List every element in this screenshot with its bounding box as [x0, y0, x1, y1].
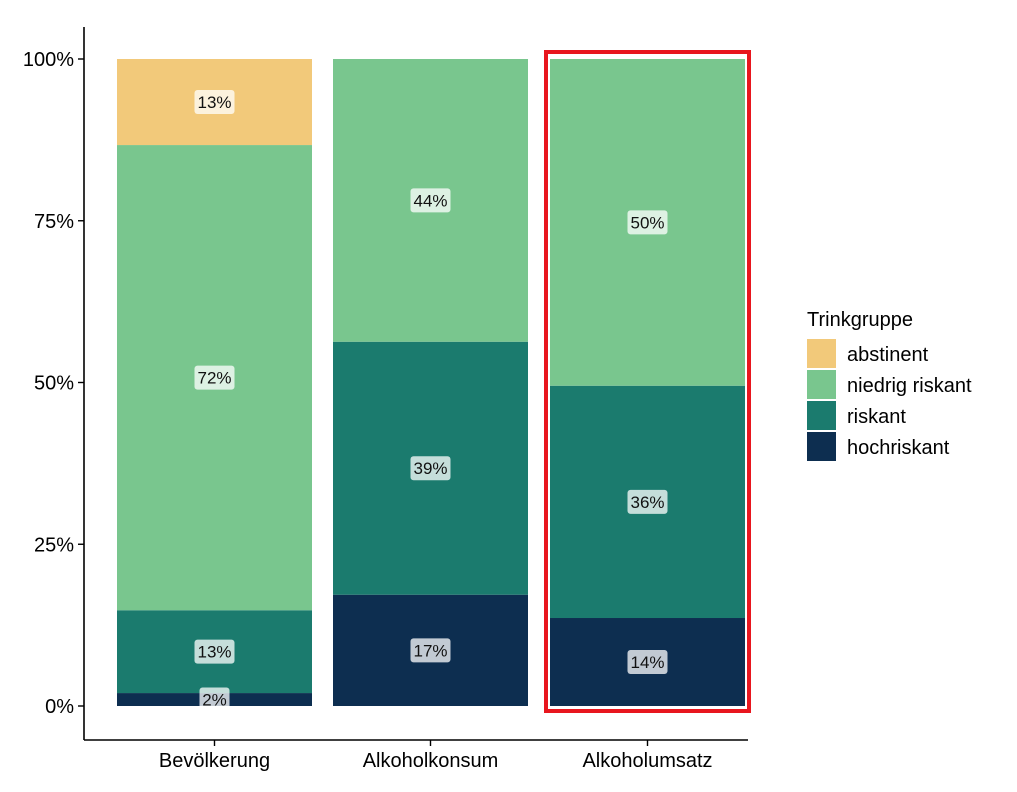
legend-swatch-hochriskant — [807, 432, 836, 461]
legend-swatch-niedrig-riskant — [807, 370, 836, 399]
data-label-background — [194, 90, 235, 115]
data-label: 36% — [630, 493, 664, 512]
legend-label: riskant — [847, 406, 906, 428]
legend-title: Trinkgruppe — [807, 309, 913, 331]
legend-swatch-abstinent — [807, 339, 836, 368]
data-label-background — [194, 365, 235, 390]
data-label-background — [410, 456, 451, 481]
x-tick-label: Alkoholkonsum — [363, 750, 499, 772]
data-label-background — [194, 639, 235, 664]
data-label: 17% — [413, 641, 447, 660]
data-label: 13% — [197, 643, 231, 662]
data-label-background — [627, 210, 668, 235]
data-label: 72% — [197, 369, 231, 388]
data-label-background — [410, 188, 451, 213]
legend-label: niedrig riskant — [847, 375, 972, 397]
data-label: 39% — [413, 459, 447, 478]
data-label: 14% — [630, 653, 664, 672]
legend-label: abstinent — [847, 344, 929, 366]
highlight-box — [544, 50, 751, 713]
data-label: 13% — [197, 93, 231, 112]
legend-swatch-riskant — [807, 401, 836, 430]
y-tick-label: 75% — [34, 211, 74, 233]
data-label-background — [199, 687, 230, 712]
x-tick-label: Bevölkerung — [159, 750, 270, 772]
y-tick-label: 100% — [23, 49, 74, 71]
y-tick-label: 0% — [45, 696, 74, 718]
x-tick-label: Alkoholumsatz — [582, 750, 712, 772]
data-label: 44% — [413, 191, 447, 210]
data-label-background — [627, 489, 668, 514]
y-tick-label: 25% — [34, 534, 74, 556]
y-tick-label: 50% — [34, 373, 74, 395]
data-label-background — [627, 650, 668, 675]
data-label-background — [410, 638, 451, 663]
data-label: 50% — [630, 213, 664, 232]
legend-label: hochriskant — [847, 437, 950, 459]
data-label: 2% — [202, 691, 227, 710]
